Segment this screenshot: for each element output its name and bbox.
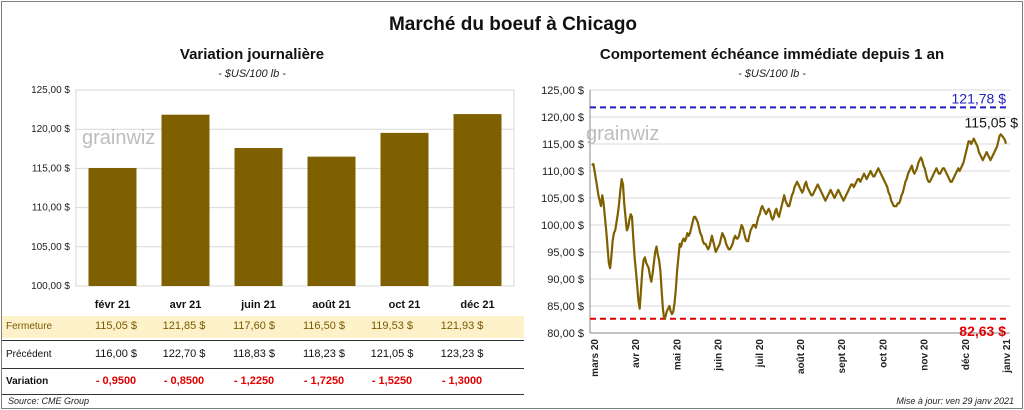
x-tick-label: août 20 (796, 339, 807, 374)
y-tick-label: 85,00 $ (547, 301, 584, 313)
table-cell: - 1,3000 (441, 375, 483, 387)
x-tick-label: nov 20 (920, 339, 931, 371)
y-tick-label: 115,00 $ (542, 139, 584, 151)
table-cell: 118,23 $ (302, 348, 345, 360)
x-tick-label: déc 20 (961, 339, 972, 371)
y-tick-label: 105,00 $ (541, 193, 584, 205)
bar-chart-title: Variation journalière (179, 46, 325, 63)
table-cell: - 1,5250 (371, 375, 413, 387)
bar-chart: 125,00 $ 120,00 $ 115,00 $ 110,00 $ 105,00 $… (31, 85, 515, 311)
bar (307, 156, 356, 286)
price-line (591, 133, 1008, 320)
x-tick-label: mars 20 (590, 339, 601, 377)
line-chart-unit: - $US/100 lb - (738, 68, 806, 80)
bar (380, 132, 429, 286)
bar (453, 114, 502, 286)
table-cell: - 1,2250 (233, 375, 275, 387)
row-label-variation: Variation (6, 376, 49, 387)
table-cell: 122,70 $ (162, 348, 206, 360)
table-cell: - 0,9500 (95, 375, 137, 387)
table-row-precedent: Précédent 116,00 $ 122,70 $ 118,83 $ 118… (2, 344, 524, 366)
high-label: 121,78 $ (952, 90, 1007, 106)
x-tick-label: oct 20 (878, 339, 889, 368)
table-row-fermeture: Fermeture 115,05 $ 121,85 $ 117,60 $ 116… (2, 316, 524, 338)
y-tick-label: 110,00 $ (542, 166, 584, 178)
y-tick-label: 100,00 $ (541, 220, 584, 232)
x-tick-label: avr 21 (170, 299, 202, 311)
y-tick-label: 95,00 $ (547, 247, 584, 259)
x-tick-label: juin 20 (714, 339, 725, 372)
x-tick-label: juin 21 (240, 299, 276, 311)
table-cell: 123,23 $ (440, 348, 484, 360)
y-tick-label: 120,00 $ (541, 112, 584, 124)
row-label-precedent: Précédent (6, 349, 52, 360)
bar (161, 114, 210, 286)
y-tick-label: 100,00 $ (31, 281, 70, 292)
table-cell: - 0,8500 (163, 375, 205, 387)
x-tick-label: janv 21 (1002, 339, 1013, 374)
table-cell: - 1,7250 (303, 375, 345, 387)
y-tick-label: 125,00 $ (31, 85, 70, 96)
x-tick-label: mai 20 (672, 339, 683, 371)
y-tick-label: 115,00 $ (32, 163, 71, 174)
x-tick-label: sept 20 (837, 339, 848, 374)
plot-area (75, 89, 515, 287)
y-tick-label: 125,00 $ (541, 85, 584, 97)
table-cell: 121,93 $ (440, 320, 484, 332)
update-note: Mise à jour: ven 29 janv 2021 (896, 396, 1014, 406)
y-tick-label: 90,00 $ (547, 274, 584, 286)
x-tick-label: déc 21 (460, 299, 494, 311)
row-label-fermeture: Fermeture (6, 321, 53, 332)
bar (88, 168, 137, 286)
x-tick-label: oct 21 (389, 299, 421, 311)
table-cell: 121,85 $ (162, 320, 206, 332)
x-tick-label: août 21 (312, 299, 351, 311)
table-cell: 116,50 $ (302, 320, 345, 332)
logo-text: grainwiz (82, 127, 155, 149)
table-cell: 118,83 $ (232, 348, 275, 360)
table-divider (2, 340, 524, 341)
bar (234, 148, 283, 286)
last-price-label: 115,05 $ (965, 115, 1019, 131)
y-tick-label: 105,00 $ (31, 242, 70, 253)
logo-text: grainwiz (586, 123, 659, 145)
y-tick-label: 80,00 $ (547, 328, 584, 340)
y-tick-label: 120,00 $ (31, 124, 70, 135)
line-chart-title: Comportement échéance immédiate depuis 1… (599, 46, 945, 63)
table-divider (2, 368, 524, 369)
main-title: Marché du boeuf à Chicago (388, 14, 638, 35)
source-note: Source: CME Group (8, 396, 90, 406)
x-tick-label: févr 21 (95, 299, 130, 311)
x-tick-label: avr 20 (631, 339, 642, 368)
low-label: 82,63 $ (959, 323, 1006, 339)
grainwiz-logo: grainwiz (586, 123, 659, 145)
table-row-variation: Variation - 0,9500 - 0,8500 - 1,2250 - 1… (2, 371, 524, 393)
grainwiz-logo: grainwiz (82, 127, 155, 149)
bar-chart-unit: - $US/100 lb - (218, 68, 286, 80)
table-cell: 116,00 $ (94, 348, 137, 360)
table-divider (2, 394, 524, 395)
table-cell: 117,60 $ (232, 320, 275, 332)
x-tick-label: juil 20 (755, 339, 766, 369)
y-tick-label: 110,00 $ (32, 203, 71, 214)
line-chart: 125,00 $ 120,00 $ 115,00 $ 110,00 $ 105,00 $… (541, 85, 1019, 377)
table-cell: 115,05 $ (94, 320, 137, 332)
table-cell: 121,05 $ (370, 348, 414, 360)
table-cell: 119,53 $ (370, 320, 413, 332)
